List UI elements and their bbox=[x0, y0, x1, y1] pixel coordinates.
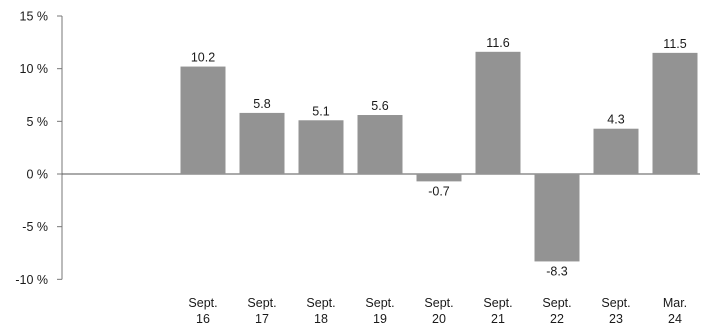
y-tick-label: -10 % bbox=[15, 273, 48, 287]
data-label: 10.2 bbox=[191, 51, 215, 65]
x-category-label: Sept. bbox=[483, 296, 512, 310]
x-category-label: 17 bbox=[255, 312, 269, 326]
x-category-label: Sept. bbox=[542, 296, 571, 310]
x-category-label: Sept. bbox=[424, 296, 453, 310]
y-tick-label: 10 % bbox=[20, 62, 49, 76]
data-labels: 10.2 5.8 5.1 5.6 -0.7 11.6 -8.3 4.3 11.5 bbox=[191, 36, 687, 279]
bar bbox=[475, 51, 521, 174]
x-category-label: 16 bbox=[196, 312, 210, 326]
x-category-label: 21 bbox=[491, 312, 505, 326]
y-tick-label: -5 % bbox=[22, 220, 48, 234]
x-category-label: Sept. bbox=[601, 296, 630, 310]
bar bbox=[298, 120, 344, 174]
x-category-label: Sept. bbox=[247, 296, 276, 310]
y-tick-label: 5 % bbox=[26, 115, 48, 129]
x-category-label: 18 bbox=[314, 312, 328, 326]
bar bbox=[357, 115, 403, 174]
data-label: 11.6 bbox=[486, 36, 509, 50]
x-category-label: Sept. bbox=[188, 296, 217, 310]
data-label: -8.3 bbox=[546, 264, 568, 278]
data-label: 4.3 bbox=[607, 113, 624, 127]
x-category-label: Sept. bbox=[365, 296, 394, 310]
x-category-label: 20 bbox=[432, 312, 446, 326]
x-category-label: Sept. bbox=[306, 296, 335, 310]
bars bbox=[180, 51, 698, 262]
data-label: 5.1 bbox=[312, 104, 329, 118]
data-label: 5.8 bbox=[253, 97, 270, 111]
bar bbox=[239, 112, 285, 174]
data-label: -0.7 bbox=[428, 184, 450, 198]
bar bbox=[416, 174, 462, 182]
x-axis: Sept. 16 Sept. 17 Sept. 18 Sept. 19 Sept. 20 Sept.… bbox=[188, 296, 687, 326]
bar bbox=[180, 66, 226, 174]
x-category-label: 22 bbox=[550, 312, 564, 326]
bar bbox=[534, 174, 580, 262]
data-label: 5.6 bbox=[371, 99, 388, 113]
bar bbox=[652, 52, 698, 174]
y-tick-label: 15 % bbox=[20, 10, 49, 24]
x-category-label: Mar. bbox=[663, 296, 687, 310]
x-category-label: 24 bbox=[668, 312, 682, 326]
bar bbox=[593, 128, 639, 174]
y-tick-label: 0 % bbox=[26, 168, 48, 182]
x-category-label: 19 bbox=[373, 312, 387, 326]
x-category-label: 23 bbox=[609, 312, 623, 326]
data-label: 11.5 bbox=[663, 37, 686, 51]
